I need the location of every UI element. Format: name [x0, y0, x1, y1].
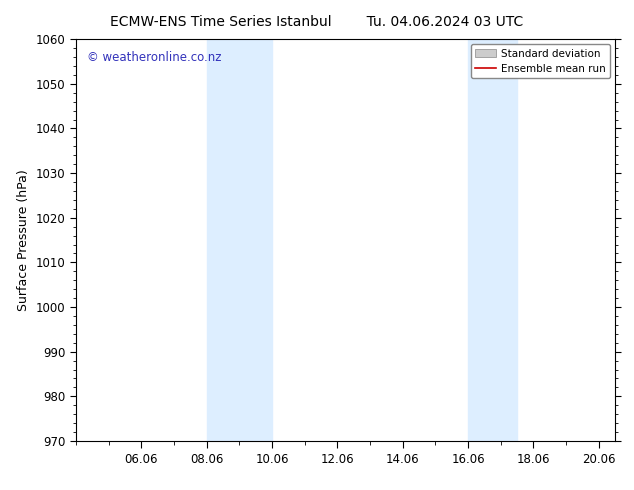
Text: ECMW-ENS Time Series Istanbul        Tu. 04.06.2024 03 UTC: ECMW-ENS Time Series Istanbul Tu. 04.06.… [110, 15, 524, 29]
Bar [468, 39, 517, 441]
Legend: Standard deviation, Ensemble mean run: Standard deviation, Ensemble mean run [470, 45, 610, 78]
Bar [207, 39, 272, 441]
Text: © weatheronline.co.nz: © weatheronline.co.nz [87, 51, 221, 64]
Y-axis label: Surface Pressure (hPa): Surface Pressure (hPa) [17, 169, 30, 311]
